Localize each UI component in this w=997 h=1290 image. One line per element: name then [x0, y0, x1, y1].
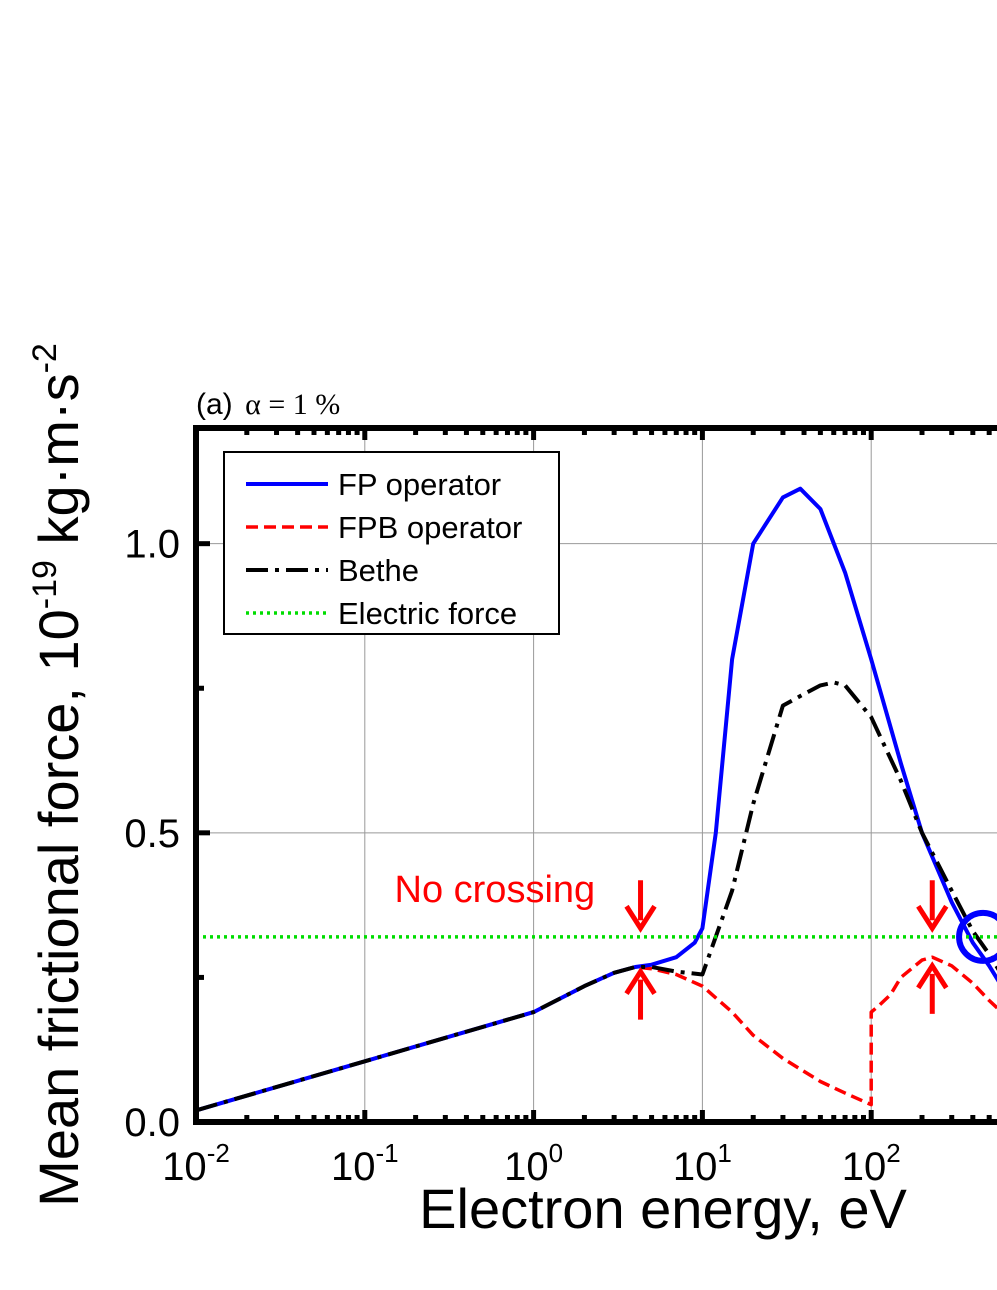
y-axis-title-exp2: -2 [26, 343, 64, 373]
x-tick-label: 102 [842, 1138, 901, 1189]
arrow-head [624, 966, 657, 995]
legend-label: FP operator [338, 467, 501, 502]
panel-label: (a) α = 1 % [196, 388, 340, 421]
panel-parameter: α = 1 % [245, 388, 340, 421]
series-line-bethe [195, 680, 997, 1113]
legend-label: Bethe [338, 553, 419, 588]
x-tick-base: 10 [842, 1145, 887, 1189]
tick-labels: 10-210-11001011021030.00.51.0 [124, 523, 901, 1189]
x-tick-base: 10 [162, 1145, 207, 1189]
y-axis-title-main: Mean frictional force, 10 [27, 609, 90, 1207]
arrow-head [916, 904, 949, 933]
legend-label: FPB operator [338, 510, 522, 545]
y-axis-title-mid: kg·m·s [27, 373, 90, 560]
legend-item: Electric force [246, 596, 517, 631]
x-tick-exponent: 2 [886, 1138, 900, 1168]
y-tick-label: 0.5 [124, 812, 180, 856]
x-tick-base: 10 [504, 1145, 549, 1189]
y-axis-title: Mean frictional force, 10-19 kg·m·s-2 [26, 343, 90, 1207]
legend-label: Electric force [338, 596, 517, 631]
x-tick-base: 10 [331, 1145, 376, 1189]
x-axis-title: Electron energy, eV [419, 1177, 907, 1240]
x-tick-label: 10-1 [331, 1138, 399, 1189]
arrow-head [916, 961, 949, 990]
annotation-no-crossing: No crossing [395, 869, 596, 911]
legend-item: FP operator [246, 467, 501, 502]
legend: FP operator FPB operator Bethe Electric for… [223, 451, 560, 635]
plot-border [193, 425, 997, 1125]
x-tick-label: 10-2 [162, 1138, 230, 1189]
x-tick-label: 100 [504, 1138, 563, 1189]
series-layer [195, 486, 997, 1113]
legend-item: FPB operator [246, 510, 522, 545]
x-tick-exponent: -2 [207, 1138, 230, 1168]
annotation-layer: No crossing [395, 869, 997, 1020]
plot-frame [193, 425, 997, 1125]
x-tick-label: 101 [673, 1138, 732, 1189]
tick-marks [193, 428, 992, 1125]
arrow-head [624, 904, 657, 933]
x-tick-base: 10 [673, 1145, 718, 1189]
x-tick-exponent: -1 [375, 1138, 398, 1168]
legend-item: Bethe [246, 553, 419, 588]
arrow-down-icon [916, 880, 949, 933]
series-line-fpb-operator [195, 955, 997, 1113]
y-axis-title-exp1: -19 [26, 560, 64, 609]
arrow-down-icon [624, 880, 657, 933]
crossing-circle-icon [956, 909, 997, 964]
panel-letter: (a) [196, 388, 233, 421]
arrow-up-icon [916, 961, 949, 1014]
arrow-up-icon [624, 966, 657, 1020]
y-tick-label: 1.0 [124, 523, 180, 567]
x-tick-exponent: 0 [549, 1138, 563, 1168]
x-tick-exponent: 1 [717, 1138, 731, 1168]
y-tick-label: 0.0 [124, 1101, 180, 1145]
